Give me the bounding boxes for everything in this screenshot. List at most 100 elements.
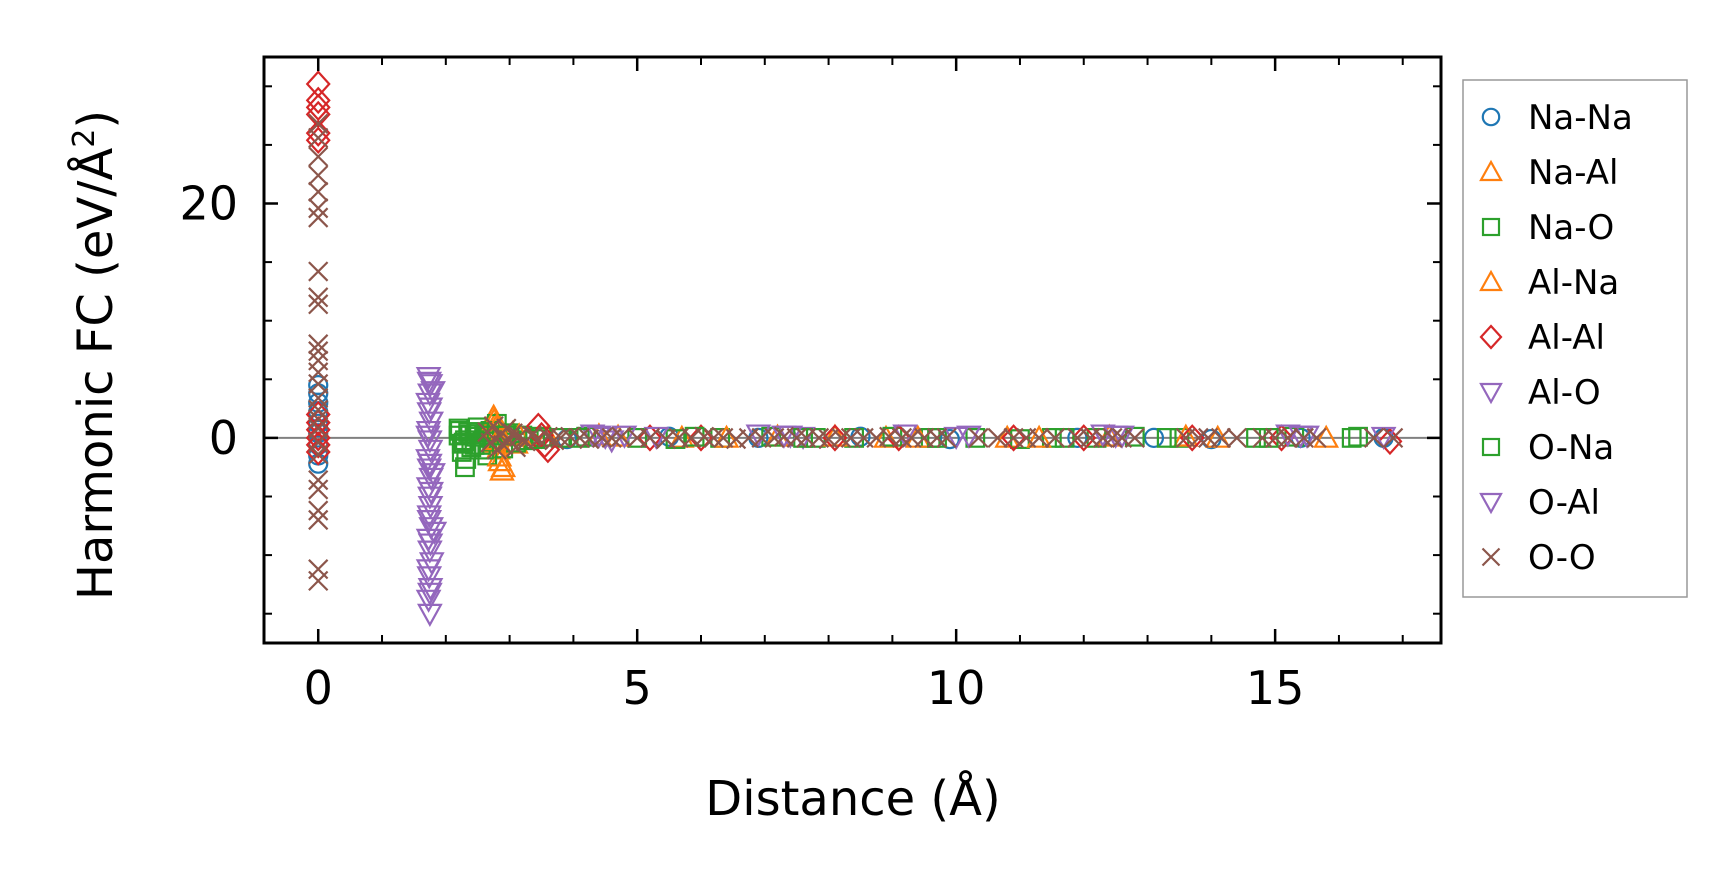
data-point	[560, 426, 581, 447]
data-point	[308, 341, 329, 362]
data-point	[308, 500, 329, 521]
data-point	[926, 427, 948, 449]
data-point	[1169, 428, 1190, 448]
data-point	[1143, 427, 1165, 449]
data-point	[305, 126, 331, 154]
legend-label: Al-Na	[1528, 263, 1619, 303]
y-axis-label-close: )	[68, 110, 124, 129]
data-point	[1067, 427, 1088, 449]
data-point	[891, 427, 913, 449]
data-point	[308, 479, 329, 500]
data-point	[308, 469, 329, 491]
legend-marker	[1481, 437, 1501, 457]
data-point	[415, 367, 442, 391]
legend-item: Al-Na	[1479, 263, 1619, 303]
data-point	[308, 261, 329, 282]
legend-item: Na-Al	[1479, 153, 1619, 193]
data-point	[308, 127, 329, 148]
data-point	[1092, 427, 1114, 449]
legend-label: O-Al	[1528, 483, 1600, 523]
x-tick-label: 15	[1246, 661, 1305, 715]
data-point	[415, 559, 442, 583]
legend-item: Na-O	[1481, 208, 1614, 248]
data-point	[308, 181, 329, 202]
legend-label: Na-Al	[1528, 153, 1619, 193]
data-point	[1383, 427, 1404, 449]
data-point	[786, 427, 807, 449]
data-point	[694, 426, 715, 447]
data-point	[416, 505, 443, 529]
data-point	[965, 428, 986, 448]
plot-area: 0 5 10 15 0 20	[179, 55, 1443, 715]
data-point	[591, 427, 613, 449]
data-point	[308, 570, 329, 592]
data-point	[483, 416, 504, 437]
legend-marker	[1479, 324, 1503, 350]
data-point	[305, 431, 331, 459]
data-point	[416, 453, 443, 477]
data-point	[308, 287, 329, 308]
data-point	[1226, 427, 1247, 449]
data-point	[415, 425, 441, 449]
data-point	[943, 426, 970, 450]
data-point	[987, 427, 1008, 449]
data-point	[416, 540, 443, 564]
data-point	[1172, 423, 1199, 447]
y-tick-label: 20	[179, 177, 238, 231]
data-point	[502, 423, 523, 444]
data-point	[831, 427, 852, 449]
data-point	[308, 207, 329, 228]
data-point	[611, 425, 638, 449]
data-point	[420, 463, 446, 487]
data-point	[416, 371, 443, 395]
legend-item: Na-Na	[1481, 98, 1633, 138]
legend-label: Al-O	[1528, 373, 1601, 413]
data-point	[936, 427, 957, 449]
data-point	[1071, 424, 1097, 452]
data-point	[1363, 427, 1385, 449]
legend-marker	[1479, 492, 1503, 515]
data-point	[1044, 427, 1066, 449]
data-points	[305, 70, 1404, 627]
data-point	[308, 444, 329, 465]
data-point	[308, 165, 329, 186]
x-tick-label: 10	[927, 661, 986, 715]
data-point	[308, 409, 329, 430]
data-point	[417, 533, 444, 557]
data-point	[1124, 426, 1145, 447]
data-point	[850, 426, 871, 447]
data-point	[420, 381, 446, 405]
data-point	[822, 424, 848, 452]
data-point	[1041, 428, 1062, 448]
series-o-al	[415, 371, 1314, 606]
data-point	[305, 70, 331, 98]
plot-frame	[262, 55, 1443, 645]
data-point	[308, 509, 329, 531]
data-point	[417, 578, 444, 602]
series-al-o	[415, 367, 1397, 627]
y-axis-label-superscript: 2	[67, 129, 102, 148]
data-point	[308, 399, 329, 420]
x-tick-label: 0	[304, 661, 333, 715]
data-point	[415, 589, 442, 613]
data-point	[569, 427, 590, 449]
legend-item: Al-Al	[1479, 318, 1605, 358]
legend-marker	[1481, 217, 1501, 237]
data-point	[1341, 428, 1362, 448]
legend-label: Al-Al	[1528, 318, 1605, 358]
legend-item: Al-O	[1479, 373, 1601, 413]
legend-label: Na-Na	[1528, 98, 1633, 138]
data-point	[1348, 426, 1368, 447]
data-point	[490, 453, 517, 478]
data-point	[417, 397, 444, 421]
legend: Na-Na Na-Al Na-O Al-Na Al-Al Al-O O-Na O-Al O-O	[1462, 79, 1688, 598]
data-point	[1246, 428, 1266, 448]
data-point	[1258, 428, 1279, 448]
data-point	[416, 510, 443, 534]
data-point	[1102, 427, 1123, 449]
data-point	[308, 198, 329, 219]
data-point	[639, 427, 661, 449]
data-point	[449, 420, 470, 441]
legend-label: O-O	[1528, 538, 1596, 578]
legend-marker	[1479, 269, 1503, 292]
